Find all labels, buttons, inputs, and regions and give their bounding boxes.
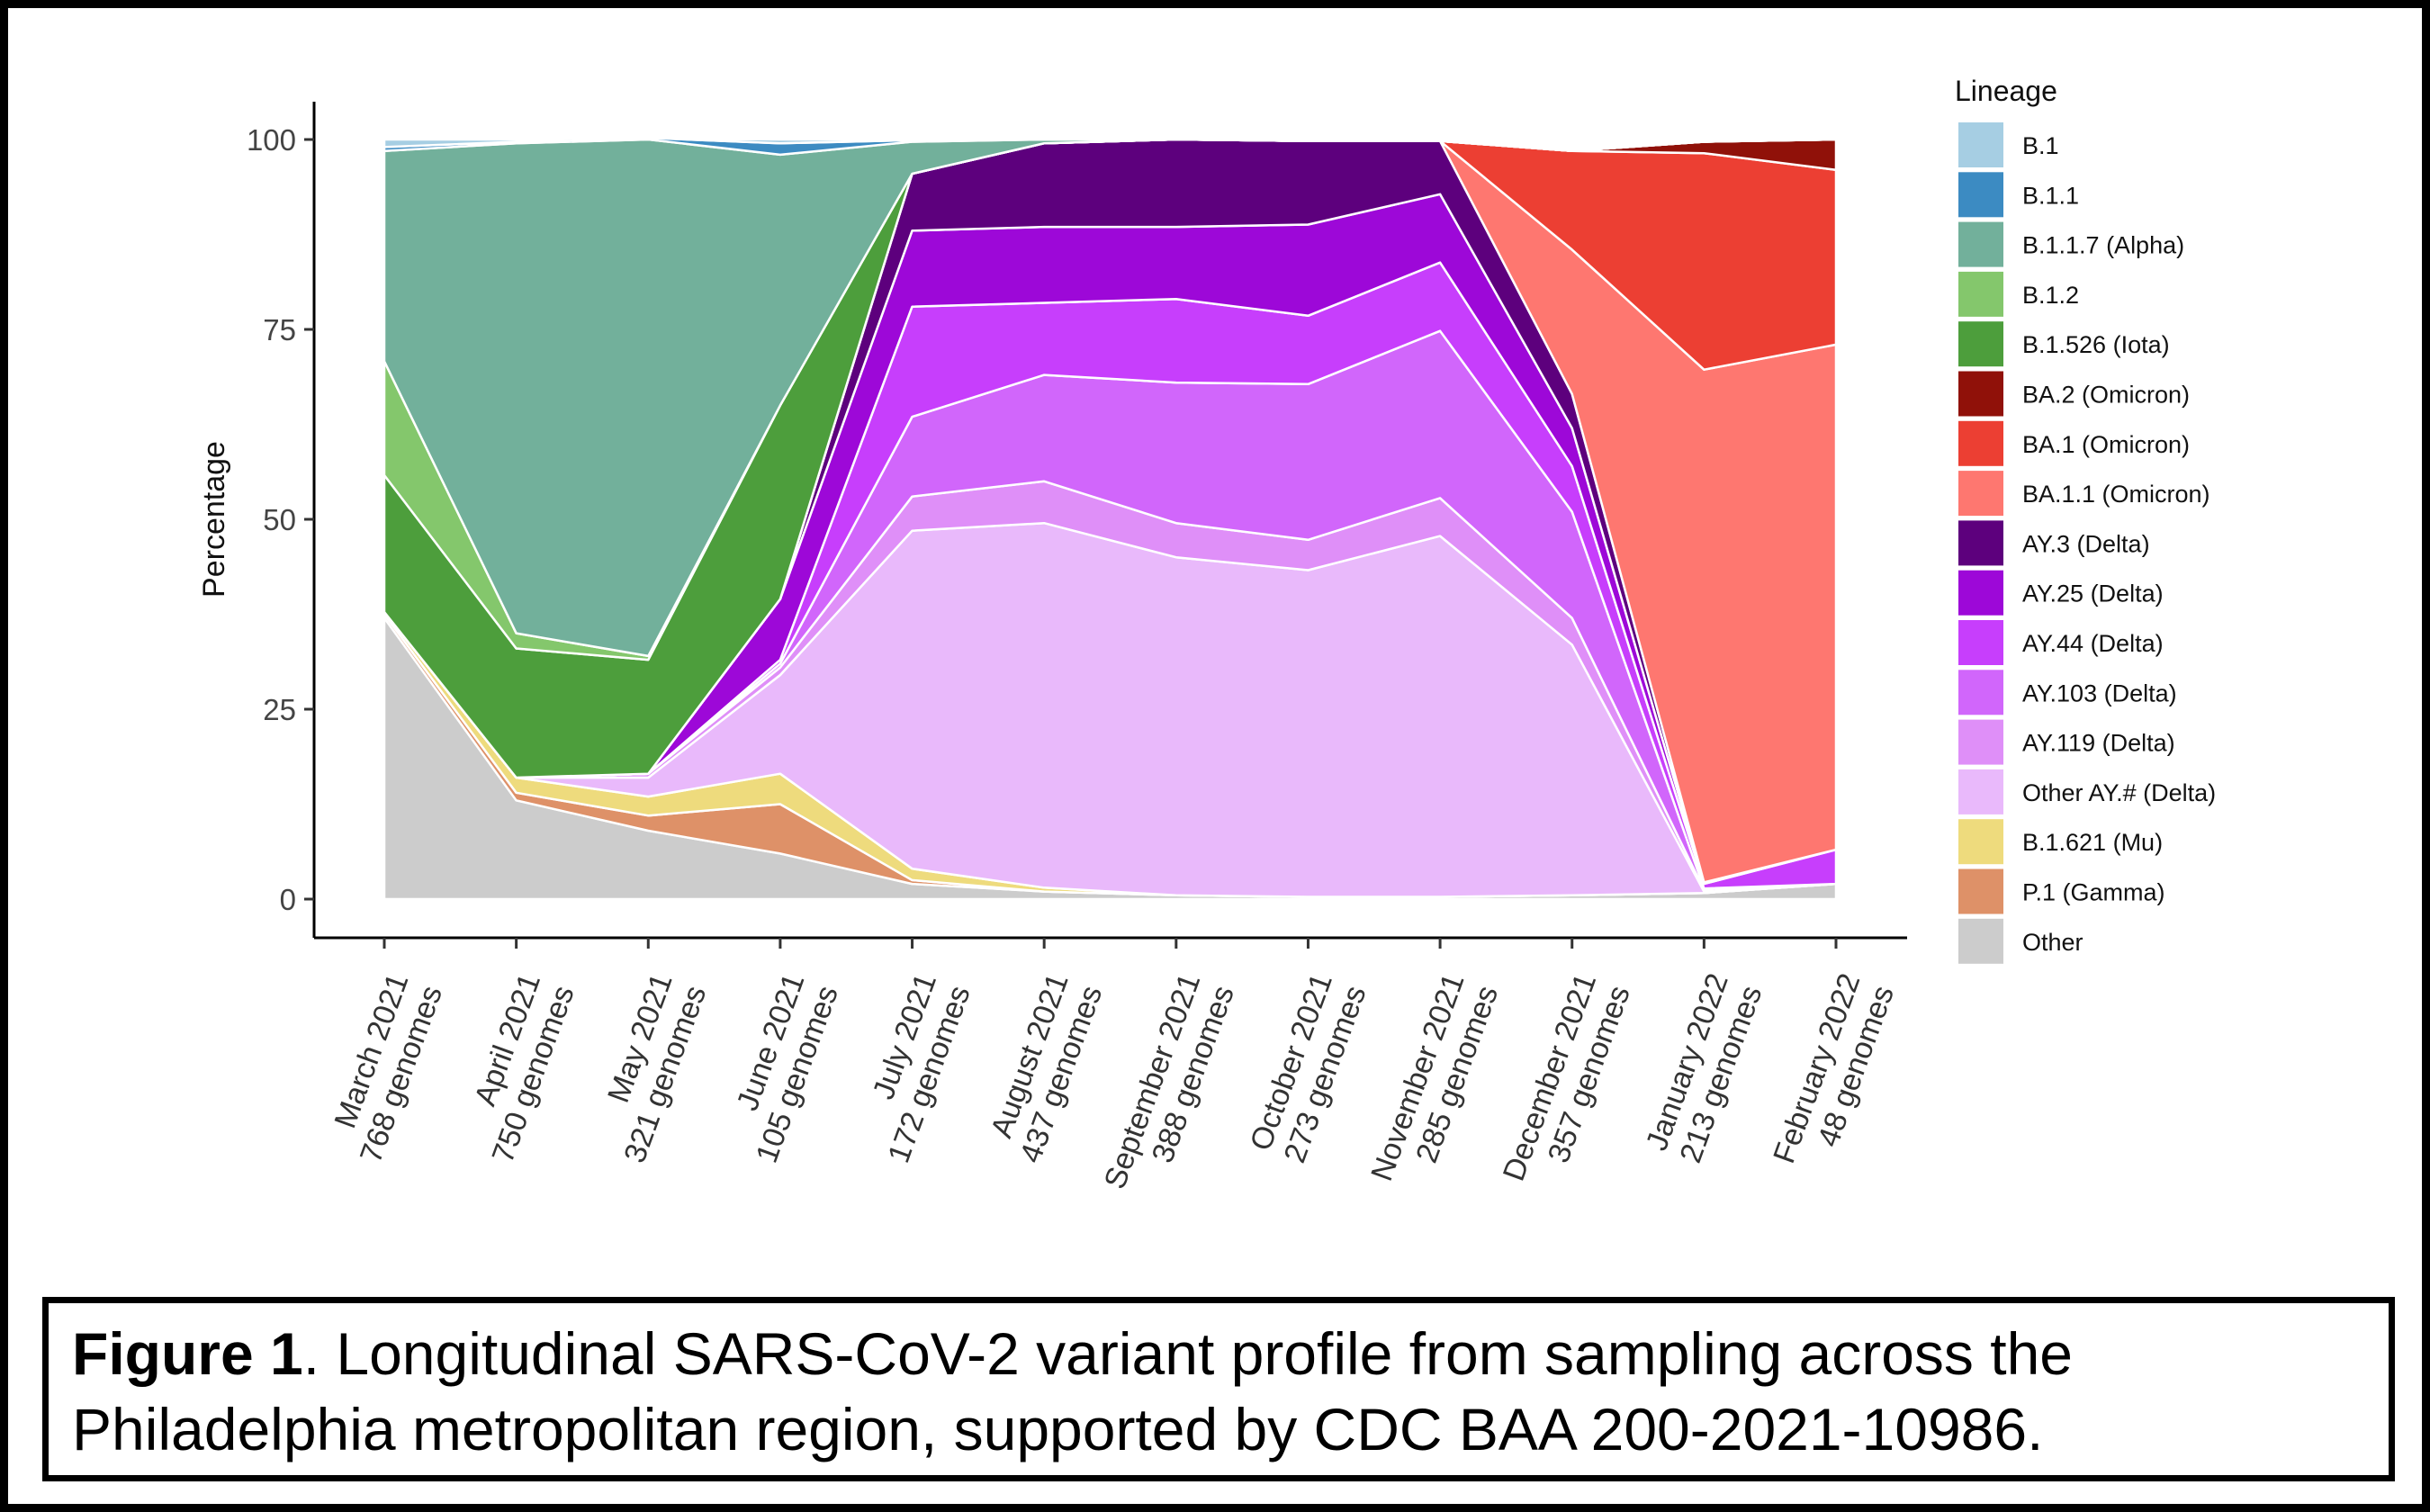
x-tick-label: January 2022213 genomes: [1640, 969, 1769, 1167]
legend-swatch-b-1-1-7-alpha: [1958, 221, 2003, 267]
x-tick-label: September 2021388 genomes: [1098, 969, 1241, 1206]
legend-swatch-b-1-526-iota: [1958, 321, 2003, 367]
legend-label: B.1.1.7 (Alpha): [2022, 232, 2184, 259]
legend-title: Lineage: [1955, 75, 2057, 107]
legend-swatch-ay-44-delta: [1958, 620, 2003, 665]
legend-label: AY.25 (Delta): [2022, 580, 2164, 608]
x-tick-label: October 2021273 genomes: [1244, 969, 1373, 1167]
x-tick-label: February 202248 genomes: [1767, 969, 1901, 1180]
legend-label: P.1 (Gamma): [2022, 879, 2165, 906]
y-tick-label: 25: [263, 693, 296, 726]
x-tick-label: May 2021321 genomes: [584, 969, 714, 1167]
y-axis-ticks: 0 25 50 75 100: [247, 123, 314, 916]
legend-label: B.1.621 (Mu): [2022, 829, 2163, 856]
legend-swatch-ay-103-delta: [1958, 670, 2003, 716]
legend-label: BA.1 (Omicron): [2022, 431, 2190, 458]
legend-label: Other: [2022, 929, 2084, 956]
legend: Lineage B.1 B.1.1 B.1.1.7 (Alpha) B.1.2 B.1.…: [1955, 75, 2216, 964]
y-axis-label: Percentage: [197, 441, 231, 598]
legend-label: AY.3 (Delta): [2022, 530, 2150, 557]
legend-swatch-b-1-621-mu: [1958, 819, 2003, 865]
x-tick-label: March 2021768 genomes: [320, 969, 449, 1167]
caption-label: Figure 1: [72, 1320, 303, 1387]
y-tick-label: 75: [263, 313, 296, 346]
x-tick-label: July 2021172 genomes: [848, 969, 977, 1167]
caption-box: Figure 1. Longitudinal SARS-CoV-2 varian…: [42, 1297, 2395, 1481]
legend-label: B.1.1: [2022, 182, 2079, 209]
legend-swatch-ay-3-delta: [1958, 520, 2003, 566]
legend-swatch-ay-25-delta: [1958, 570, 2003, 616]
caption-text: . Longitudinal SARS-CoV-2 variant profil…: [72, 1320, 2073, 1462]
legend-label: AY.103 (Delta): [2022, 680, 2177, 706]
legend-label: BA.1.1 (Omicron): [2022, 481, 2210, 508]
legend-label: B.1.526 (Iota): [2022, 331, 2170, 358]
x-tick-label: April 2021750 genomes: [452, 969, 581, 1167]
area-layer: [382, 137, 1838, 901]
legend-label: Other AY.# (Delta): [2022, 779, 2216, 806]
y-tick-label: 100: [247, 123, 296, 157]
legend-swatch-ay-119-delta: [1958, 719, 2003, 765]
x-tick-label: December 2021357 genomes: [1497, 969, 1637, 1198]
legend-swatch-p-1-gamma: [1958, 868, 2003, 914]
legend-swatch-b-1: [1958, 122, 2003, 167]
legend-label: B.1: [2022, 132, 2059, 159]
stacked-area-chart: Percentage 0 25 50 75 100 March 2021768 geno…: [197, 75, 2216, 1206]
x-tick-label: June 2021105 genomes: [716, 969, 845, 1167]
area-b-1: [382, 137, 1838, 152]
legend-label: AY.44 (Delta): [2022, 630, 2164, 657]
figure-caption: Figure 1. Longitudinal SARS-CoV-2 varian…: [72, 1316, 2365, 1467]
legend-label: AY.119 (Delta): [2022, 730, 2175, 757]
legend-label: B.1.2: [2022, 282, 2079, 309]
y-tick-label: 0: [280, 883, 296, 916]
legend-swatch-b-1-2: [1958, 271, 2003, 317]
legend-swatch-ba-2-omicron: [1958, 371, 2003, 417]
legend-swatch-other: [1958, 918, 2003, 964]
x-axis-ticks: March 2021768 genomes April 2021750 genom…: [320, 938, 1901, 1206]
x-tick-label: August 2021437 genomes: [980, 969, 1110, 1167]
legend-swatch-b-1-1: [1958, 172, 2003, 218]
legend-swatch-ba-1-1-omicron: [1958, 471, 2003, 517]
legend-swatch-ba-1-omicron: [1958, 420, 2003, 466]
legend-swatch-other-ay-delta: [1958, 769, 2003, 814]
x-tick-label: November 2021285 genomes: [1364, 969, 1505, 1198]
y-tick-label: 50: [263, 503, 296, 536]
legend-label: BA.2 (Omicron): [2022, 382, 2190, 409]
